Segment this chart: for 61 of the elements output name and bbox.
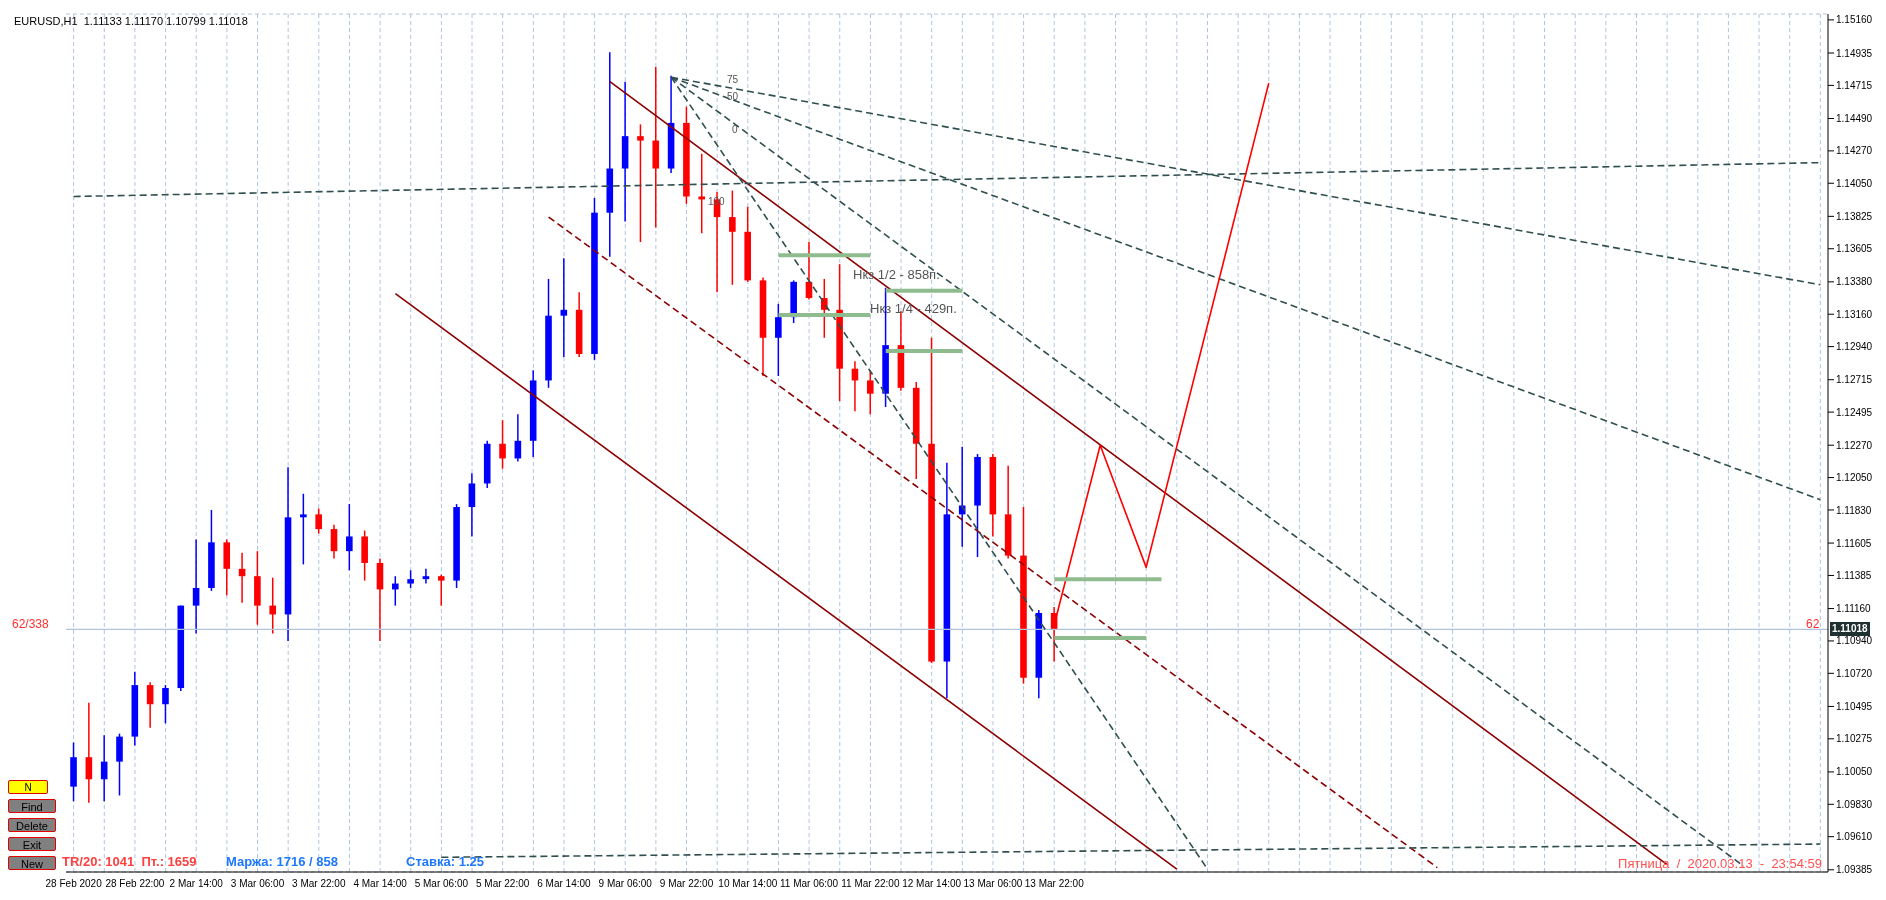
y-tick-label: 1.09385 (1836, 864, 1873, 876)
y-tick-label: 1.14490 (1836, 113, 1873, 125)
annotation: TR/20: 1041 Пт.: 1659 (62, 854, 197, 870)
y-tick-label: 1.12715 (1836, 374, 1873, 386)
y-tick-label: 1.11605 (1836, 537, 1872, 549)
button: Find (8, 799, 56, 813)
ref-line-label: 1.11018 (1830, 622, 1870, 637)
x-tick-label: 10 Mar 14:00 (718, 878, 778, 890)
x-tick-label: 13 Mar 22:00 (1024, 878, 1085, 890)
button: Delete (8, 818, 56, 832)
y-tick-label: 1.09610 (1836, 831, 1873, 843)
x-tick-label: 11 Mar 06:00 (780, 878, 839, 890)
y-tick-label: 1.11385 (1836, 570, 1872, 581)
annotation: Нкз 1/2 - 858п. (853, 267, 940, 283)
y-tick-label: 1.15160 (1836, 14, 1873, 26)
text: 62/338 (12, 616, 49, 632)
button: New (8, 856, 56, 870)
y-tick-label: 1.10720 (1836, 667, 1873, 679)
y-tick-label: 1.12940 (1836, 341, 1873, 353)
button: Exit (8, 837, 56, 851)
y-tick-label: 1.11160 (1836, 603, 1872, 615)
x-tick-label: 28 Feb 2020 (45, 878, 103, 890)
y-tick-label: 1.13605 (1836, 243, 1873, 255)
x-tick-label: 6 Mar 14:00 (537, 878, 592, 890)
annotation: Пятница / 2020.03.13 - 23:54:59 (1618, 856, 1822, 872)
y-tick-label: 1.14935 (1836, 47, 1873, 59)
chart-title: EURUSD,H1 1.11133 1.11170 1.10799 1.11018 (14, 15, 248, 27)
y-tick-label: 1.09830 (1836, 798, 1873, 810)
y-tick-label: 1.14050 (1836, 177, 1873, 189)
y-tick-label: 1.10050 (1836, 766, 1873, 778)
y-tick-label: 1.14715 (1836, 79, 1873, 91)
annotation: Ставка: 1.25 (406, 854, 484, 870)
x-tick-label: 2 Mar 14:00 (169, 878, 224, 890)
annotation: Маржа: 1716 / 858 (226, 854, 338, 870)
y-tick-label: 1.11830 (1836, 504, 1872, 516)
x-tick-label: 12 Mar 14:00 (902, 878, 962, 890)
y-tick-label: 1.13825 (1836, 210, 1873, 222)
y-tick-label: 1.12270 (1836, 439, 1873, 451)
y-tick-label: 1.10495 (1836, 700, 1873, 712)
annotation: 50 (727, 90, 739, 104)
y-tick-label: 1.12495 (1836, 406, 1873, 418)
x-tick-label: 11 Mar 22:00 (841, 878, 900, 890)
x-tick-label: 13 Mar 06:00 (963, 878, 1023, 890)
y-tick-label: 1.12050 (1836, 472, 1873, 484)
y-tick-label: 1.13380 (1836, 276, 1873, 288)
x-tick-label: 9 Mar 06:00 (598, 878, 653, 890)
annotation: 75 (727, 73, 739, 87)
annotation: 0 (732, 123, 738, 137)
annotation: 62 (1806, 616, 1820, 632)
x-tick-label: 5 Mar 06:00 (414, 878, 469, 890)
x-tick-label: 5 Mar 22:00 (475, 878, 530, 890)
x-tick-label: 9 Mar 22:00 (659, 878, 714, 890)
x-tick-label: 3 Mar 06:00 (230, 878, 285, 890)
x-tick-label: 28 Feb 22:00 (105, 878, 165, 890)
y-tick-label: 1.14270 (1836, 145, 1873, 157)
button: N (8, 780, 48, 794)
y-tick-label: 1.10940 (1836, 635, 1873, 647)
x-tick-label: 3 Mar 22:00 (292, 878, 346, 890)
x-tick-label: 4 Mar 14:00 (353, 878, 408, 890)
y-tick-label: 1.10275 (1836, 733, 1873, 745)
y-tick-label: 1.13160 (1836, 308, 1873, 320)
